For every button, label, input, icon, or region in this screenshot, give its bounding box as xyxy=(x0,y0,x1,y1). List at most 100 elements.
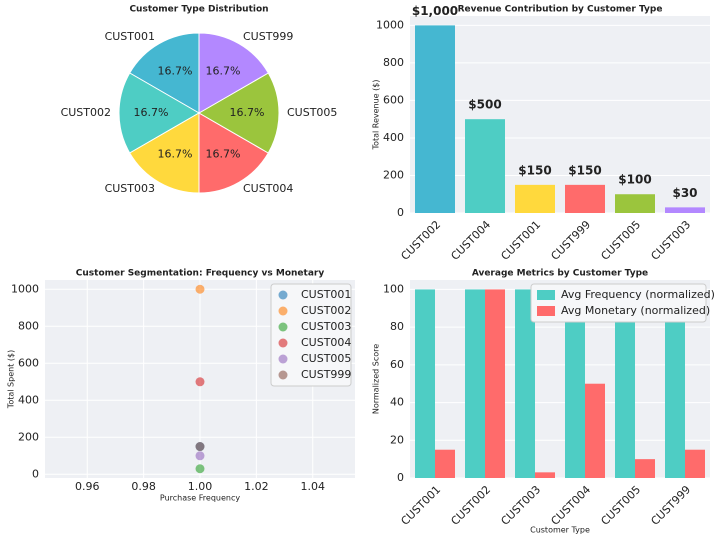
y-axis-label: Normalized Score xyxy=(372,344,381,414)
bar xyxy=(515,184,555,213)
data-label: $100 xyxy=(618,173,651,187)
scatter-point xyxy=(195,464,205,474)
y-tick-label: 40 xyxy=(390,396,404,409)
x-tick-label: 1.04 xyxy=(300,480,325,493)
legend-marker xyxy=(278,290,288,300)
bar xyxy=(485,289,505,478)
legend-label: CUST999 xyxy=(301,368,351,381)
y-tick-label: 20 xyxy=(390,433,404,446)
scatter-point xyxy=(195,451,205,461)
slice-label: CUST001 xyxy=(105,30,155,43)
slice-label: CUST999 xyxy=(243,30,293,43)
bar xyxy=(685,449,705,478)
bar xyxy=(615,289,635,478)
x-tick-label: CUST002 xyxy=(398,218,443,263)
y-tick-label: 60 xyxy=(390,358,404,371)
data-label: $1,000 xyxy=(412,4,458,18)
chart-title: Customer Type Distribution xyxy=(129,5,268,15)
x-tick-label: CUST005 xyxy=(598,483,643,528)
x-tick-label: 0.96 xyxy=(75,480,100,493)
bar xyxy=(515,289,535,478)
legend-label: CUST003 xyxy=(301,320,351,333)
x-axis-label: Customer Type xyxy=(530,526,590,535)
x-tick-label: CUST003 xyxy=(498,483,543,528)
legend-swatch xyxy=(537,306,555,316)
y-tick-label: 0 xyxy=(397,471,404,484)
y-tick-label: 400 xyxy=(18,393,39,406)
slice-label: CUST004 xyxy=(243,182,293,195)
y-axis-label: Total Spent ($) xyxy=(7,350,16,409)
bar xyxy=(635,459,655,478)
x-tick-label: CUST004 xyxy=(548,483,593,528)
bar xyxy=(415,289,435,478)
bar xyxy=(415,25,455,214)
data-label: $30 xyxy=(672,186,697,200)
bar xyxy=(615,194,655,213)
legend-marker xyxy=(278,322,288,332)
legend-label: CUST002 xyxy=(301,304,351,317)
bar xyxy=(665,289,685,478)
legend-box xyxy=(530,283,707,323)
y-tick-label: 0 xyxy=(32,467,39,480)
bar xyxy=(585,383,605,478)
x-tick-label: 1.00 xyxy=(188,480,213,493)
legend-marker xyxy=(278,306,288,316)
x-tick-label: CUST001 xyxy=(498,218,543,263)
data-label: $500 xyxy=(468,98,501,112)
pie-slice xyxy=(198,72,280,154)
x-tick-label: 0.98 xyxy=(131,480,156,493)
legend-marker xyxy=(278,338,288,348)
y-tick-label: 600 xyxy=(18,356,39,369)
x-tick-label: CUST003 xyxy=(648,218,693,263)
chart-title: Customer Segmentation: Frequency vs Mone… xyxy=(76,269,325,279)
x-tick-label: CUST005 xyxy=(598,218,643,263)
legend-swatch xyxy=(537,290,555,300)
legend-box xyxy=(270,283,352,387)
pie-slice xyxy=(129,112,200,194)
bar xyxy=(465,289,485,478)
legend-label: Avg Frequency (normalized) xyxy=(561,288,715,301)
bar xyxy=(535,472,555,478)
bar xyxy=(565,184,605,213)
slice-percent: 16.7% xyxy=(158,64,193,77)
bar xyxy=(465,119,505,213)
chart-title: Average Metrics by Customer Type xyxy=(472,269,648,279)
slice-label: CUST005 xyxy=(287,106,337,119)
legend-marker xyxy=(278,354,288,364)
scatter-point xyxy=(195,284,205,294)
x-tick-label: CUST004 xyxy=(448,218,493,263)
x-axis-label: Purchase Frequency xyxy=(160,494,240,503)
y-tick-label: 0 xyxy=(397,206,404,219)
pie-slice xyxy=(129,32,200,114)
pie-slice xyxy=(198,32,269,114)
bar xyxy=(665,207,705,213)
scatter-point xyxy=(195,442,205,452)
y-tick-label: 200 xyxy=(18,430,39,443)
x-tick-label: CUST001 xyxy=(398,483,443,528)
x-tick-label: CUST999 xyxy=(548,218,593,263)
y-tick-label: 400 xyxy=(383,131,404,144)
y-tick-label: 600 xyxy=(383,93,404,106)
slice-percent: 16.7% xyxy=(206,148,241,161)
bar xyxy=(565,289,585,478)
slice-percent: 16.7% xyxy=(206,64,241,77)
scatter-point xyxy=(195,377,205,387)
x-tick-label: 1.02 xyxy=(244,480,269,493)
y-tick-label: 800 xyxy=(383,56,404,69)
plot-area xyxy=(410,16,710,213)
y-tick-label: 1000 xyxy=(376,18,404,31)
legend-label: CUST005 xyxy=(301,352,351,365)
x-tick-label: CUST999 xyxy=(648,483,693,528)
y-tick-label: 1000 xyxy=(11,282,39,295)
chart-title: Revenue Contribution by Customer Type xyxy=(458,5,663,15)
data-label: $150 xyxy=(568,163,601,177)
legend-marker xyxy=(278,370,288,380)
pie-slice xyxy=(118,72,200,154)
bar xyxy=(435,449,455,478)
y-axis-label: Total Revenue ($) xyxy=(372,80,381,151)
slice-percent: 16.7% xyxy=(230,106,265,119)
slice-percent: 16.7% xyxy=(158,148,193,161)
y-tick-label: 80 xyxy=(390,320,404,333)
slice-percent: 16.7% xyxy=(134,106,169,119)
x-tick-label: CUST002 xyxy=(448,483,493,528)
